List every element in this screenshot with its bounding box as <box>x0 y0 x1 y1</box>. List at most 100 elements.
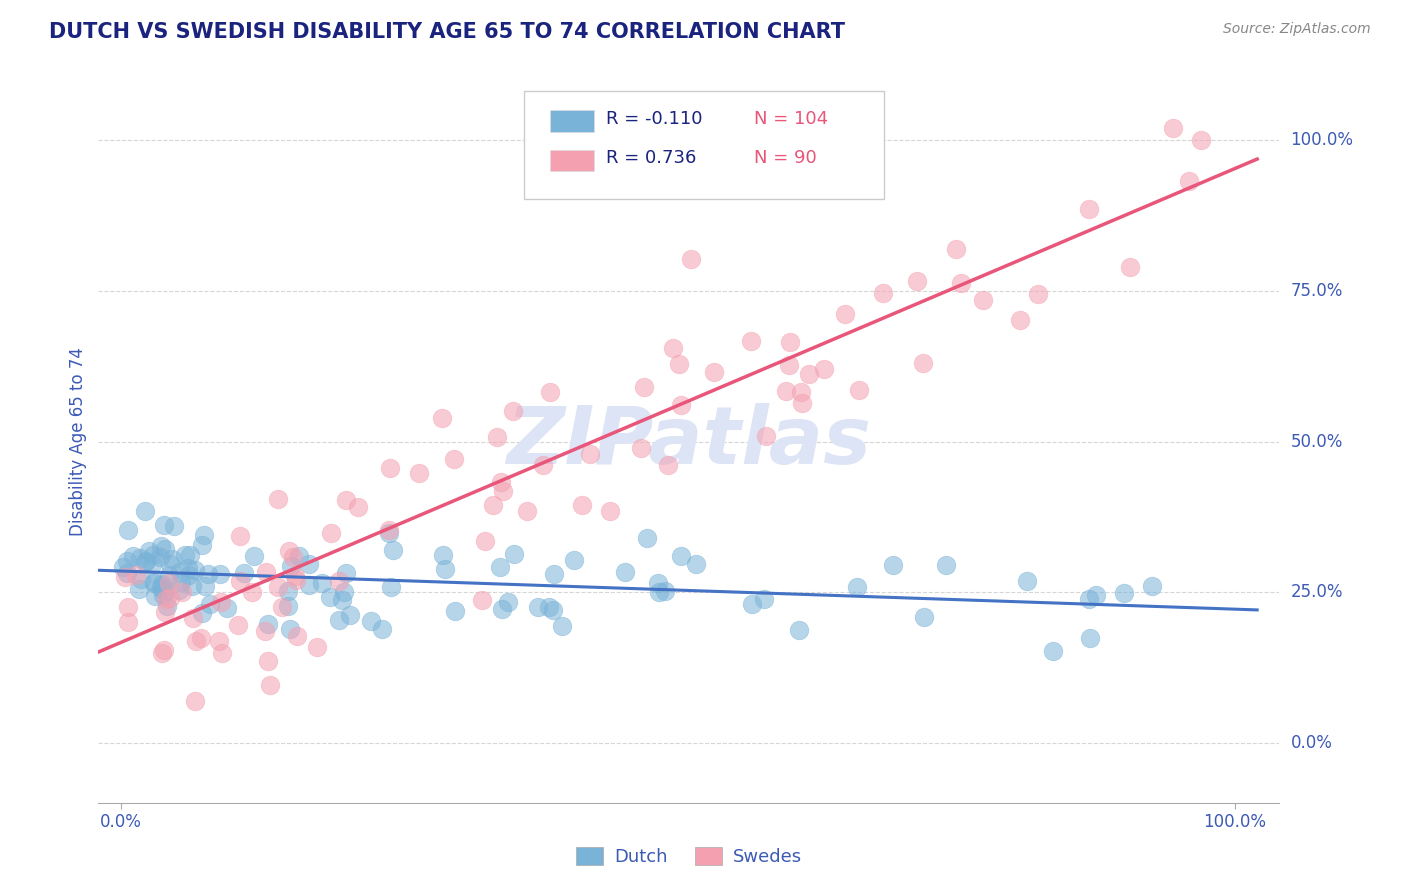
Point <box>233 566 256 580</box>
Point <box>703 365 725 379</box>
Point <box>307 640 329 655</box>
Point <box>912 610 935 624</box>
Point <box>184 563 207 577</box>
Point <box>155 583 177 598</box>
Point <box>360 614 382 628</box>
Point <box>159 591 181 606</box>
Point <box>669 398 692 412</box>
Point <box>543 566 565 581</box>
Point <box>229 529 252 543</box>
Text: Source: ZipAtlas.com: Source: ZipAtlas.com <box>1223 22 1371 37</box>
Point <box>174 548 197 562</box>
Point <box>157 567 180 582</box>
Point <box>443 604 465 618</box>
Point <box>381 543 404 558</box>
Point <box>298 557 321 571</box>
Point <box>380 580 402 594</box>
Point <box>198 597 221 611</box>
Point <box>257 617 280 632</box>
Point <box>129 573 152 587</box>
Point <box>790 396 813 410</box>
Point <box>333 585 356 599</box>
Point <box>527 599 550 614</box>
Text: 100.0%: 100.0% <box>1291 131 1354 150</box>
Point <box>648 585 671 599</box>
Point <box>370 622 392 636</box>
Point <box>156 599 179 613</box>
Text: R = 0.736: R = 0.736 <box>606 149 696 168</box>
Point <box>533 182 555 196</box>
Point <box>153 605 176 619</box>
Text: R = -0.110: R = -0.110 <box>606 110 703 128</box>
Point <box>267 491 290 506</box>
Point <box>905 274 928 288</box>
Point <box>516 504 538 518</box>
Point <box>378 526 401 541</box>
Point <box>537 600 560 615</box>
Point <box>1161 121 1184 136</box>
Point <box>1017 574 1039 588</box>
Point <box>496 595 519 609</box>
Point <box>169 566 191 580</box>
Point <box>779 335 801 350</box>
Point <box>142 548 165 562</box>
Point <box>613 565 636 579</box>
Point <box>193 528 215 542</box>
Point <box>571 498 593 512</box>
Point <box>328 574 350 588</box>
Point <box>191 606 214 620</box>
Point <box>1119 260 1142 274</box>
Point <box>633 379 655 393</box>
Point <box>181 579 204 593</box>
Point <box>278 623 301 637</box>
Point <box>117 599 139 614</box>
Point <box>531 458 554 472</box>
Point <box>790 384 813 399</box>
Point <box>277 599 299 613</box>
Point <box>298 577 321 591</box>
Point <box>194 579 217 593</box>
Point <box>142 574 165 589</box>
Point <box>179 568 201 582</box>
Point <box>339 607 361 622</box>
Point <box>550 619 572 633</box>
Point <box>579 447 602 461</box>
Point <box>430 411 453 425</box>
Y-axis label: Disability Age 65 to 74: Disability Age 65 to 74 <box>69 347 87 536</box>
Point <box>668 357 690 371</box>
Point <box>243 549 266 564</box>
Point <box>335 492 357 507</box>
Point <box>741 598 763 612</box>
Point <box>491 601 513 615</box>
Point <box>432 548 454 562</box>
Point <box>125 568 148 582</box>
FancyBboxPatch shape <box>550 110 595 132</box>
Point <box>911 356 934 370</box>
Text: 25.0%: 25.0% <box>1291 583 1343 601</box>
Point <box>972 293 994 308</box>
Point <box>319 590 342 604</box>
Point <box>143 589 166 603</box>
Point <box>335 566 357 580</box>
Point <box>797 367 820 381</box>
Point <box>685 557 707 571</box>
Point <box>141 558 163 572</box>
Point <box>647 576 669 591</box>
Point <box>254 624 277 638</box>
Point <box>669 549 692 564</box>
Point <box>562 553 585 567</box>
Point <box>482 498 505 512</box>
Point <box>443 452 465 467</box>
Point <box>184 633 207 648</box>
Point <box>1078 632 1101 646</box>
Point <box>935 558 957 572</box>
Point <box>150 581 173 595</box>
Point <box>211 646 233 660</box>
Point <box>121 549 143 563</box>
Point <box>267 580 290 594</box>
Point <box>128 582 150 596</box>
Point <box>1112 586 1135 600</box>
Point <box>190 538 212 552</box>
Point <box>654 584 676 599</box>
Point <box>491 483 513 498</box>
